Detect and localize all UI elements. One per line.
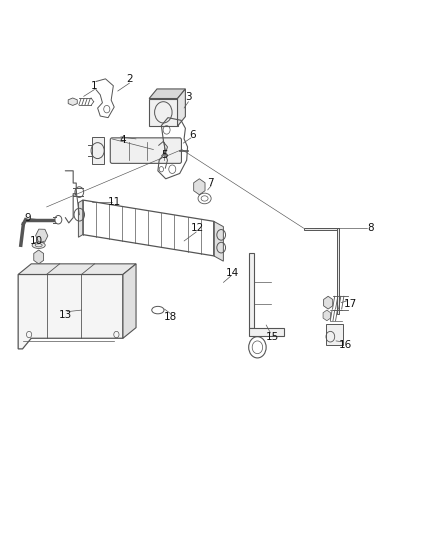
Polygon shape bbox=[123, 264, 136, 338]
Polygon shape bbox=[18, 274, 123, 349]
Polygon shape bbox=[337, 228, 339, 314]
Polygon shape bbox=[78, 200, 83, 237]
Bar bbox=[92, 138, 104, 164]
Text: 4: 4 bbox=[120, 135, 126, 145]
Text: 8: 8 bbox=[367, 223, 374, 233]
Text: 15: 15 bbox=[265, 332, 279, 342]
Text: 14: 14 bbox=[226, 268, 239, 278]
Text: 17: 17 bbox=[343, 298, 357, 309]
Text: 16: 16 bbox=[339, 340, 352, 350]
Text: 18: 18 bbox=[163, 312, 177, 322]
Polygon shape bbox=[68, 98, 77, 106]
Ellipse shape bbox=[32, 242, 45, 248]
Polygon shape bbox=[249, 328, 284, 336]
Text: 13: 13 bbox=[59, 310, 72, 320]
Text: 10: 10 bbox=[30, 236, 43, 246]
Text: 11: 11 bbox=[108, 197, 121, 207]
Polygon shape bbox=[18, 264, 136, 274]
Text: 3: 3 bbox=[185, 92, 192, 102]
Text: 9: 9 bbox=[25, 213, 31, 223]
Polygon shape bbox=[214, 221, 223, 261]
Polygon shape bbox=[304, 228, 339, 230]
Polygon shape bbox=[249, 253, 254, 328]
FancyBboxPatch shape bbox=[110, 138, 181, 164]
Text: 7: 7 bbox=[207, 177, 214, 188]
Polygon shape bbox=[149, 89, 185, 99]
Text: 5: 5 bbox=[161, 150, 168, 160]
FancyBboxPatch shape bbox=[149, 99, 177, 126]
Text: 12: 12 bbox=[191, 223, 204, 233]
Text: 2: 2 bbox=[126, 75, 133, 84]
Text: 1: 1 bbox=[91, 81, 98, 91]
Polygon shape bbox=[177, 89, 185, 126]
Bar bbox=[326, 325, 343, 345]
Text: 6: 6 bbox=[190, 130, 196, 140]
